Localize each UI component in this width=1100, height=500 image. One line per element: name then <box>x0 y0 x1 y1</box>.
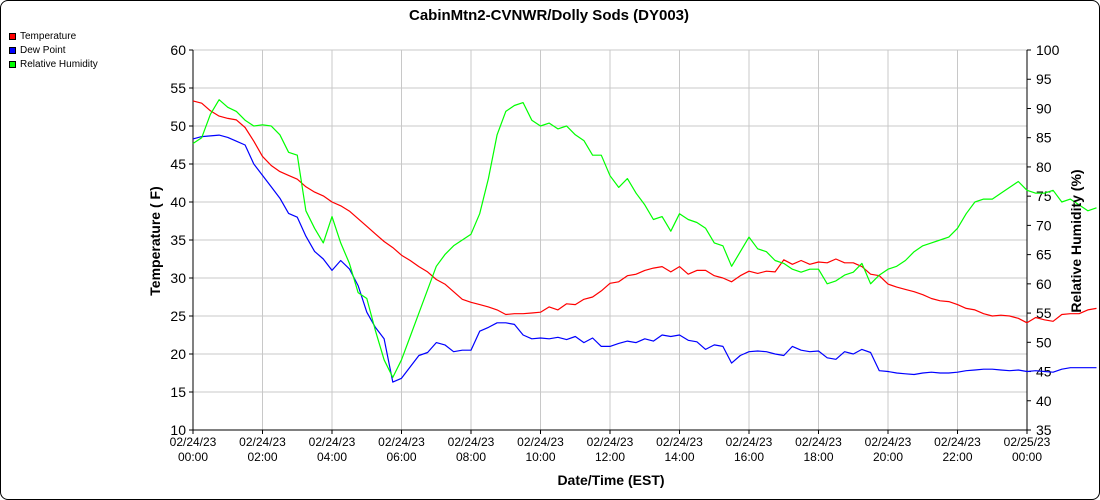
legend-label-temperature: Temperature <box>20 30 77 42</box>
y-tick-label-left: 25 <box>170 308 186 324</box>
y-tick-label-right: 100 <box>1036 42 1060 58</box>
x-tick-label-date: 02/24/23 <box>239 435 286 449</box>
x-tick-label-date: 02/24/23 <box>795 435 842 449</box>
x-tick-label-time: 22:00 <box>942 450 972 464</box>
y-tick-label-right: 65 <box>1036 247 1052 263</box>
x-tick-label-date: 02/24/23 <box>170 435 217 449</box>
x-tick-label-time: 20:00 <box>873 450 903 464</box>
x-tick-label-date: 02/24/23 <box>517 435 564 449</box>
y-tick-label-right: 95 <box>1036 71 1052 87</box>
y-tick-label-right: 90 <box>1036 100 1052 116</box>
y-tick-label-left: 55 <box>170 80 186 96</box>
y-tick-label-left: 45 <box>170 156 186 172</box>
y-tick-label-left: 60 <box>170 42 186 58</box>
y-tick-label-right: 40 <box>1036 393 1052 409</box>
x-tick-label-time: 02:00 <box>247 450 277 464</box>
y-tick-label-right: 80 <box>1036 159 1052 175</box>
x-tick-label-time: 16:00 <box>734 450 764 464</box>
x-tick-label-date: 02/24/23 <box>309 435 356 449</box>
legend-item-relative-humidity: Relative Humidity <box>9 57 98 71</box>
x-axis-label: Date/Time (EST) <box>557 472 664 488</box>
y-tick-label-left: 40 <box>170 194 186 210</box>
x-tick-label-time: 00:00 <box>1012 450 1042 464</box>
x-tick-label-time: 18:00 <box>803 450 833 464</box>
relative-humidity-line <box>192 99 1097 378</box>
x-tick-label-date: 02/24/23 <box>378 435 425 449</box>
y-axis-label-left: Temperature ( F) <box>147 186 163 295</box>
x-tick-label-date: 02/24/23 <box>587 435 634 449</box>
x-tick-label-date: 02/24/23 <box>934 435 981 449</box>
chart-title: CabinMtn2-CVNWR/Dolly Sods (DY003) <box>409 7 689 24</box>
x-tick-label-time: 14:00 <box>664 450 694 464</box>
legend-swatch-temperature <box>9 32 16 40</box>
temperature-line <box>192 100 1097 324</box>
x-tick-label-date: 02/24/23 <box>448 435 495 449</box>
x-tick-label-time: 12:00 <box>595 450 625 464</box>
y-tick-label-left: 10 <box>170 422 186 438</box>
x-tick-label-time: 04:00 <box>317 450 347 464</box>
legend-swatch-relative-humidity <box>9 60 16 68</box>
y-tick-label-right: 75 <box>1036 188 1052 204</box>
x-tick-label-date: 02/24/23 <box>656 435 703 449</box>
x-tick-label-date: 02/25/23 <box>1004 435 1051 449</box>
y-tick-label-left: 20 <box>170 346 186 362</box>
legend: Temperature Dew Point Relative Humidity <box>9 29 98 71</box>
x-tick-label-time: 06:00 <box>386 450 416 464</box>
y-tick-label-right: 35 <box>1036 422 1052 438</box>
y-axis-label-right: Relative Humidity (%) <box>1068 169 1084 312</box>
x-tick-label-time: 00:00 <box>178 450 208 464</box>
y-tick-label-left: 35 <box>170 232 186 248</box>
legend-item-dew-point: Dew Point <box>9 43 98 57</box>
y-tick-label-left: 30 <box>170 270 186 286</box>
y-tick-label-right: 85 <box>1036 130 1052 146</box>
legend-swatch-dew-point <box>9 46 16 54</box>
legend-label-dew-point: Dew Point <box>20 44 66 56</box>
y-tick-label-left: 15 <box>170 384 186 400</box>
x-tick-label-date: 02/24/23 <box>865 435 912 449</box>
x-tick-label-time: 10:00 <box>525 450 555 464</box>
grid <box>192 49 1028 431</box>
y-tick-label-right: 70 <box>1036 217 1052 233</box>
y-tick-label-right: 55 <box>1036 305 1052 321</box>
y-tick-label-left: 50 <box>170 118 186 134</box>
y-tick-label-right: 50 <box>1036 334 1052 350</box>
y-tick-label-right: 60 <box>1036 276 1052 292</box>
legend-label-relative-humidity: Relative Humidity <box>20 58 98 70</box>
series-layer <box>192 99 1097 383</box>
legend-item-temperature: Temperature <box>9 29 98 43</box>
dew-point-line <box>192 134 1097 383</box>
x-tick-label-date: 02/24/23 <box>726 435 773 449</box>
x-tick-label-time: 08:00 <box>456 450 486 464</box>
